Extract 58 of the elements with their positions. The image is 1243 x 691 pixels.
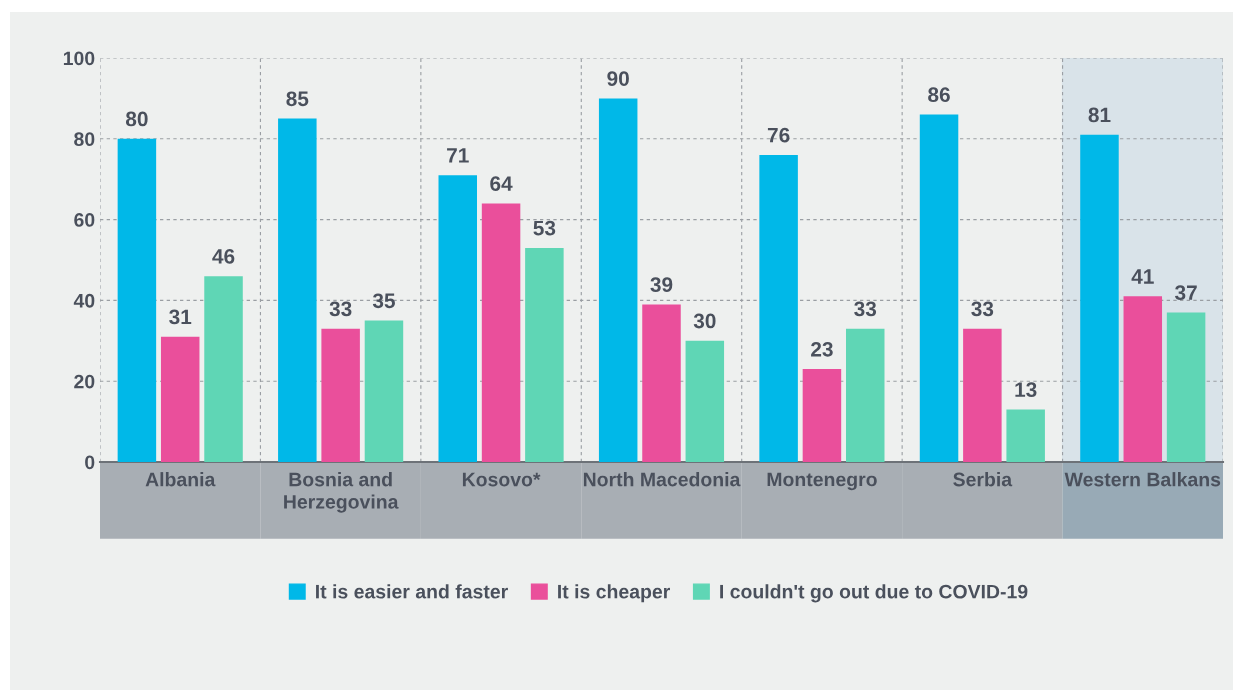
y-tick-label: 60: [74, 213, 95, 227]
data-label: 80: [125, 111, 148, 127]
bar: [364, 320, 404, 462]
bar: [1006, 409, 1045, 462]
data-label: 33: [329, 301, 352, 317]
data-label: 86: [928, 87, 950, 103]
bar: [525, 247, 564, 462]
bar: [1166, 312, 1206, 462]
data-label: 13: [1015, 382, 1037, 398]
bar: [642, 304, 681, 462]
data-label: 33: [971, 301, 994, 317]
data-label: 41: [1131, 269, 1154, 284]
bar: [963, 328, 1002, 462]
bar: [598, 98, 638, 462]
data-label: 39: [650, 277, 673, 293]
x-tick-label: Montenegro: [767, 472, 877, 491]
data-label: 53: [533, 220, 556, 236]
bar: [685, 340, 725, 462]
data-label: 64: [490, 176, 513, 191]
bar: [117, 138, 157, 462]
y-tick-label: 0: [85, 455, 95, 470]
bar: [802, 369, 842, 462]
data-label: 71: [447, 148, 469, 163]
bar: [919, 114, 959, 462]
y-tick-label: 40: [73, 293, 95, 308]
data-label: 37: [1174, 285, 1197, 301]
x-tick-label: Albania: [145, 472, 216, 487]
x-tick-label: Bosnia and Herzegovina: [284, 472, 399, 513]
x-tick-label: Serbia: [953, 472, 1013, 487]
legend-label: It is cheaper: [558, 584, 670, 603]
bar: [481, 203, 521, 462]
bar: [845, 328, 885, 462]
legend-label: I couldn't go out due to COVID-19: [720, 584, 1028, 603]
bar: [1123, 296, 1163, 462]
bar: [321, 328, 360, 462]
data-label: 30: [693, 313, 716, 329]
y-tick-label: 20: [74, 374, 95, 389]
data-label: 35: [372, 293, 395, 309]
data-label: 90: [607, 71, 629, 86]
bar: [160, 336, 200, 462]
bar: [759, 154, 798, 462]
data-label: 33: [854, 301, 877, 317]
data-label: 81: [1088, 107, 1111, 123]
y-tick-label: 100: [63, 51, 95, 66]
data-label: 31: [169, 309, 192, 325]
data-label: 76: [767, 127, 790, 143]
data-label: 85: [286, 91, 309, 107]
x-tick-label: North Macedonia: [583, 472, 741, 487]
bar: [278, 118, 317, 462]
bar: [438, 175, 478, 462]
y-tick-label: 80: [74, 132, 95, 147]
bar: [204, 276, 243, 462]
bar: [1080, 134, 1119, 462]
x-tick-label: Western Balkans: [1064, 472, 1221, 487]
x-tick-label: Kosovo*: [462, 472, 541, 487]
legend-label: It is easier and faster: [316, 584, 508, 599]
data-label: 46: [212, 248, 235, 264]
data-label: 23: [811, 341, 833, 357]
